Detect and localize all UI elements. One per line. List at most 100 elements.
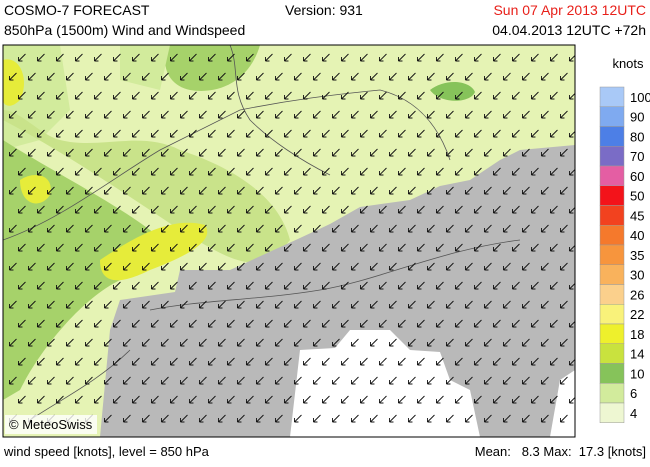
- wind-arrow: [142, 148, 150, 157]
- wind-arrow: [208, 167, 216, 176]
- wind-arrow: [227, 319, 235, 328]
- wind-arrow: [379, 281, 387, 290]
- wind-arrow: [85, 224, 93, 233]
- wind-arrow: [218, 224, 226, 233]
- wind-arrow: [161, 300, 169, 309]
- footer-right: Mean: 8.3 Max: 17.3 [knots]: [475, 444, 646, 459]
- wind-arrow: [503, 262, 511, 271]
- wind-arrow: [256, 414, 264, 423]
- wind-arrow: [417, 53, 425, 62]
- wind-arrow: [47, 72, 55, 81]
- wind-arrow: [465, 110, 473, 119]
- wind-arrow: [37, 129, 45, 138]
- wind-arrow: [531, 357, 539, 366]
- wind-arrow: [218, 148, 226, 157]
- wind-arrow: [560, 72, 568, 81]
- wind-arrow: [541, 72, 549, 81]
- wind-arrow: [303, 319, 311, 328]
- wind-arrow: [189, 91, 197, 100]
- wind-arrow: [275, 338, 283, 347]
- wind-arrow: [218, 414, 226, 423]
- wind-arrow: [322, 53, 330, 62]
- wind-arrow: [237, 414, 245, 423]
- wind-arrow: [170, 53, 178, 62]
- wind-arrow: [227, 205, 235, 214]
- wind-arrow: [455, 319, 463, 328]
- wind-arrow: [465, 186, 473, 195]
- wind-arrow: [512, 129, 520, 138]
- wind-arrow: [427, 148, 435, 157]
- wind-arrow: [484, 224, 492, 233]
- wind-arrow: [408, 262, 416, 271]
- wind-arrow: [398, 395, 406, 404]
- wind-arrow: [569, 358, 575, 366]
- wind-arrow: [465, 224, 473, 233]
- wind-arrow: [85, 262, 93, 271]
- wind-arrow: [341, 53, 349, 62]
- wind-arrow: [512, 205, 520, 214]
- wind-arrow: [531, 167, 539, 176]
- wind-arrow: [351, 300, 359, 309]
- wind-arrow: [227, 129, 235, 138]
- wind-arrow: [398, 205, 406, 214]
- wind-arrow: [303, 243, 311, 252]
- wind-arrow: [341, 167, 349, 176]
- wind-arrow: [56, 243, 64, 252]
- wind-arrow: [208, 281, 216, 290]
- wind-arrow: [398, 53, 406, 62]
- wind-arrow: [332, 376, 340, 385]
- wind-arrow: [484, 414, 492, 423]
- wind-arrow: [474, 205, 482, 214]
- wind-arrow: [503, 414, 511, 423]
- wind-arrow: [341, 281, 349, 290]
- wind-arrow: [465, 376, 473, 385]
- wind-arrow: [75, 167, 83, 176]
- wind-arrow: [123, 300, 131, 309]
- wind-arrow: [47, 186, 55, 195]
- wind-arrow: [18, 91, 26, 100]
- wind-arrow: [531, 281, 539, 290]
- legend-swatch: [599, 363, 625, 384]
- wind-arrow: [28, 338, 36, 347]
- wind-arrow: [332, 414, 340, 423]
- wind-arrow: [189, 281, 197, 290]
- wind-arrow: [104, 110, 112, 119]
- wind-arrow: [75, 205, 83, 214]
- wind-arrow: [227, 167, 235, 176]
- wind-arrow: [522, 148, 530, 157]
- wind-arrow: [123, 148, 131, 157]
- legend-label: 6: [630, 386, 637, 401]
- wind-arrow: [18, 281, 26, 290]
- wind-arrow: [436, 395, 444, 404]
- wind-arrow: [94, 129, 102, 138]
- wind-arrow: [170, 319, 178, 328]
- wind-arrow: [85, 148, 93, 157]
- wind-arrows: [9, 53, 575, 423]
- wind-arrow: [199, 148, 207, 157]
- wind-arrow: [113, 167, 121, 176]
- wind-arrow: [170, 395, 178, 404]
- low-area: [290, 330, 480, 437]
- legend-swatch: [599, 323, 625, 344]
- wind-arrow: [256, 376, 264, 385]
- wind-arrow: [294, 186, 302, 195]
- wind-arrow: [161, 262, 169, 271]
- wind-arrow: [427, 376, 435, 385]
- wind-arrow: [151, 281, 159, 290]
- legend-label: 60: [630, 169, 644, 184]
- wind-arrow: [379, 53, 387, 62]
- wind-arrow: [275, 300, 283, 309]
- wind-arrow: [161, 338, 169, 347]
- legend-swatch: [599, 244, 625, 265]
- wind-arrow: [275, 148, 283, 157]
- wind-arrow: [237, 224, 245, 233]
- wind-arrow: [85, 72, 93, 81]
- wind-arrow: [474, 319, 482, 328]
- wind-arrow: [379, 91, 387, 100]
- legend-label: 100: [630, 90, 650, 105]
- wind-arrow: [123, 186, 131, 195]
- wind-arrow: [465, 262, 473, 271]
- wind-arrow: [341, 319, 349, 328]
- wind-arrow: [389, 72, 397, 81]
- wind-arrow: [389, 376, 397, 385]
